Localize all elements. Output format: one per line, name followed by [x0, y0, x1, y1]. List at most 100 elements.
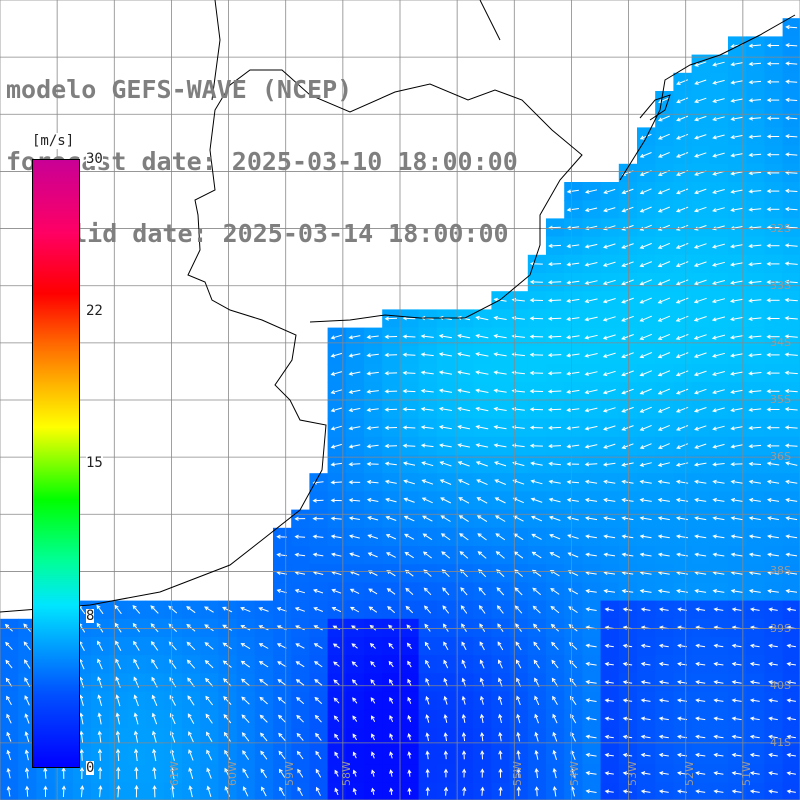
- wind-arrow-head: [422, 515, 427, 520]
- wind-arrow: [713, 517, 725, 521]
- wind-arrow-head: [297, 786, 302, 792]
- wind-arrow: [458, 353, 471, 357]
- wind-arrow-head: [547, 334, 553, 339]
- wind-arrow-head: [729, 335, 735, 340]
- wind-arrow: [512, 462, 525, 467]
- wind-arrow-head: [348, 462, 353, 467]
- wind-arrow: [481, 714, 484, 724]
- wind-arrow: [605, 663, 614, 666]
- wind-arrow: [442, 605, 450, 614]
- wind-arrow: [568, 588, 579, 595]
- wind-arrow: [549, 426, 562, 429]
- wind-arrow: [750, 608, 760, 611]
- wind-arrow-head: [640, 661, 646, 667]
- wind-arrow: [478, 587, 486, 596]
- wind-arrow-head: [132, 605, 137, 610]
- wind-arrow: [406, 624, 413, 631]
- wind-arrow: [567, 208, 579, 211]
- wind-arrow: [153, 767, 156, 780]
- wind-arrow-head: [352, 751, 357, 756]
- wind-arrow: [694, 134, 707, 139]
- wind-arrow: [241, 678, 250, 687]
- wind-arrow-head: [785, 479, 790, 484]
- wind-arrow: [494, 371, 507, 375]
- wind-arrow: [494, 426, 507, 430]
- wind-arrow-head: [458, 497, 463, 502]
- wind-arrow-head: [712, 552, 717, 557]
- wind-arrow-head: [6, 731, 11, 737]
- wind-arrow-head: [480, 786, 485, 792]
- wind-arrow: [730, 335, 744, 339]
- wind-arrow-head: [584, 462, 590, 467]
- wind-arrow-head: [748, 134, 753, 139]
- wind-arrow-head: [730, 589, 736, 594]
- wind-arrow: [370, 625, 377, 631]
- wind-arrow: [390, 788, 393, 795]
- wind-arrow-head: [529, 389, 535, 394]
- wind-arrow: [605, 772, 614, 775]
- wind-arrow-head: [402, 425, 408, 430]
- wind-arrow-head: [334, 751, 339, 756]
- wind-arrow: [713, 499, 725, 502]
- wind-arrow: [749, 317, 762, 320]
- wind-arrow-head: [352, 787, 357, 793]
- wind-arrow-head: [534, 713, 539, 719]
- wind-arrow: [204, 624, 214, 632]
- wind-arrow: [117, 749, 120, 762]
- wind-arrow-head: [584, 207, 590, 212]
- wind-arrow-head: [295, 661, 300, 666]
- wind-arrow: [5, 642, 13, 651]
- wind-arrow-head: [658, 680, 664, 685]
- wind-arrow: [23, 641, 31, 651]
- wind-arrow-head: [766, 479, 772, 484]
- wind-arrow: [223, 642, 232, 650]
- wind-arrow-head: [675, 317, 681, 322]
- wind-arrow: [96, 623, 104, 633]
- wind-arrow: [732, 699, 742, 702]
- wind-arrow-head: [748, 152, 753, 158]
- wind-arrow-head: [786, 680, 791, 685]
- wind-arrow-head: [314, 714, 319, 720]
- wind-arrow-head: [494, 479, 499, 484]
- wind-arrow-head: [786, 698, 791, 703]
- wind-arrow: [224, 732, 231, 742]
- wind-arrow-head: [766, 370, 771, 376]
- wind-arrow: [331, 517, 342, 520]
- wind-arrow: [694, 388, 707, 394]
- wind-arrow-head: [260, 750, 265, 755]
- wind-arrow-head: [730, 462, 735, 467]
- wind-arrow: [696, 608, 706, 611]
- wind-arrow-head: [566, 262, 571, 267]
- wind-arrow-head: [657, 117, 663, 122]
- wind-arrow: [405, 606, 414, 614]
- wind-arrow: [421, 335, 434, 338]
- wind-arrow-head: [277, 714, 283, 720]
- wind-arrow-head: [712, 444, 717, 449]
- wind-arrow-head: [748, 589, 754, 594]
- wind-arrow: [750, 772, 760, 775]
- wind-arrow: [368, 534, 379, 539]
- wind-arrow-head: [351, 661, 356, 666]
- wind-arrow-head: [567, 570, 573, 575]
- wind-arrow-head: [115, 694, 120, 699]
- wind-arrow: [477, 533, 487, 541]
- wind-arrow: [205, 696, 213, 706]
- wind-arrow: [732, 717, 742, 721]
- wind-arrow: [494, 335, 507, 339]
- wind-arrow: [552, 696, 558, 706]
- wind-arrow-head: [242, 768, 247, 773]
- wind-arrow: [694, 334, 707, 340]
- wind-arrow: [461, 660, 467, 669]
- wind-arrow: [132, 623, 141, 633]
- wind-arrow: [713, 116, 725, 121]
- wind-arrow: [495, 533, 506, 541]
- wind-arrow: [586, 754, 597, 757]
- wind-arrow: [223, 696, 232, 705]
- wind-arrow-head: [639, 153, 645, 158]
- wind-arrow: [116, 713, 120, 725]
- wind-arrow-head: [694, 534, 699, 539]
- wind-arrow-head: [405, 587, 410, 592]
- wind-arrow-head: [786, 643, 791, 648]
- wind-arrow-head: [204, 659, 209, 665]
- wind-arrow: [462, 678, 466, 687]
